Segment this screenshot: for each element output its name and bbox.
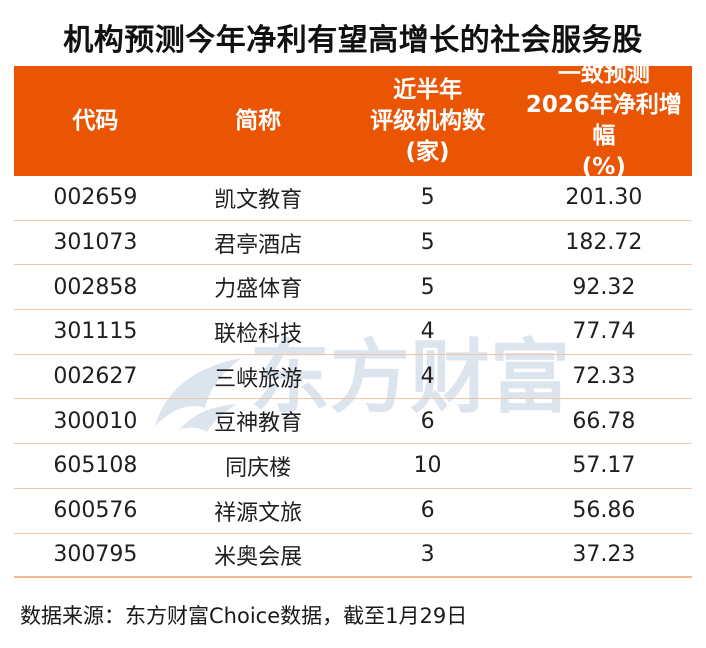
- table-cell: 301073: [53, 230, 138, 256]
- table-cell: 002659: [53, 185, 138, 211]
- table-row: 301073 君亭酒店 5 182.72: [14, 221, 692, 266]
- table-cell: 201.30: [565, 185, 643, 211]
- table-header-row: 代码 简称 近半年评级机构数 (家) 一致预测 2026年净利增幅 (%): [14, 61, 692, 180]
- table-cell: 301115: [53, 319, 138, 345]
- table-cell: 4: [420, 319, 435, 345]
- table-cell: 72.33: [572, 364, 636, 390]
- header-cell: 简称: [177, 66, 340, 176]
- page-title: 机构预测今年净利有望高增长的社会服务股: [63, 23, 643, 58]
- table-cell: 5: [420, 230, 435, 256]
- table-row: 002858 力盛体育 5 92.32: [14, 265, 692, 311]
- table-row: 300795 米奥会展 3 37.23: [14, 534, 692, 579]
- stock-table: 东方财富 代码 简称 近半年 评级机构数 (家) 一致预测 2026年净利增幅 (%) 002…: [14, 61, 692, 579]
- table-cell: 002858: [53, 274, 138, 300]
- table-cell: 37.23: [572, 542, 636, 568]
- table-cell: 3: [420, 542, 435, 568]
- table-cell: 4: [420, 364, 435, 390]
- header-cell: 代码: [14, 66, 177, 176]
- table-cell: 豆神教育: [214, 411, 303, 437]
- header-label: (%): [581, 154, 626, 180]
- table-cell: 66.78: [572, 408, 636, 434]
- table-row: 002659 凯文教育 5 201.30: [14, 176, 692, 221]
- table-cell: 6: [420, 408, 435, 434]
- table-cell: 10: [413, 453, 442, 479]
- table-cell: 182.72: [565, 230, 643, 256]
- table-cell: 6: [420, 498, 435, 524]
- table-cell: 605108: [53, 453, 138, 479]
- header-cell: 一致预测 2026年净利增幅 (%): [516, 61, 692, 180]
- table-row: 301115 联检科技 4 77.74: [14, 310, 692, 355]
- table-cell: 92.32: [572, 274, 636, 300]
- header-label: (家): [405, 138, 450, 165]
- header-label: 近半年: [393, 76, 463, 103]
- header-label: 简称: [235, 107, 282, 134]
- table-cell: 002627: [53, 364, 138, 390]
- table-cell: 联检科技: [214, 321, 303, 347]
- table-cell: 57.17: [572, 453, 636, 479]
- header-label: 评级机构数: [370, 107, 486, 134]
- header-label: 一致预测: [557, 61, 650, 87]
- table-cell: 77.74: [572, 319, 636, 345]
- header-label: 2026年净利增幅: [525, 92, 682, 149]
- table-cell: 力盛体育: [214, 277, 303, 303]
- table-cell: 三峡旅游: [214, 366, 303, 392]
- table-cell: 5: [420, 274, 435, 300]
- table-cell: 同庆楼: [225, 455, 292, 481]
- table-cell: 凯文教育: [214, 187, 303, 213]
- table-row: 300010 豆神教育 6 66.78: [14, 399, 692, 445]
- table-cell: 5: [420, 185, 435, 211]
- table-cell: 56.86: [572, 498, 636, 524]
- data-source-note: 数据来源：东方财富Choice数据，截至1月29日: [20, 604, 468, 628]
- table-cell: 600576: [53, 498, 138, 524]
- table-cell: 君亭酒店: [214, 232, 303, 258]
- table-row: 600576 祥源文旅 6 56.86: [14, 489, 692, 534]
- table-row: 605108 同庆楼 10 57.17: [14, 444, 692, 489]
- table-cell: 米奥会展: [214, 544, 303, 570]
- header-cell: 近半年评级机构数 (家): [339, 66, 515, 176]
- table-cell: 300010: [53, 408, 138, 434]
- table-cell: 300795: [53, 542, 138, 568]
- table-row: 002627 三峡旅游 4 72.33: [14, 355, 692, 400]
- table-body: 002659 凯文教育 5 201.30 301073 君亭酒店 5 182.72 002858…: [14, 176, 692, 579]
- header-label: 代码: [72, 107, 119, 134]
- table-cell: 祥源文旅: [214, 500, 303, 526]
